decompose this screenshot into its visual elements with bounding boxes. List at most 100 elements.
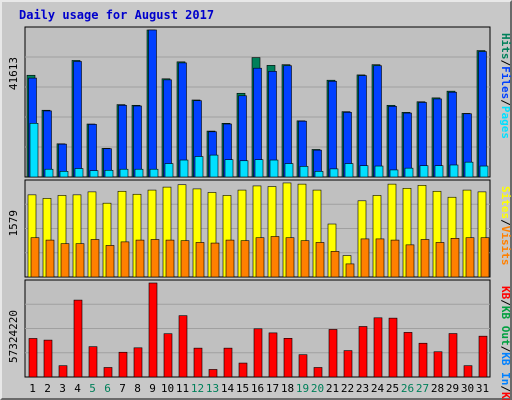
files-bar: [148, 29, 157, 178]
sites-bar: [90, 239, 100, 278]
sites-bar: [105, 245, 115, 278]
legend-item: Hits: [499, 33, 512, 60]
legend-item: KB F: [499, 392, 512, 400]
legend-item: /: [499, 385, 512, 392]
x-tick-label: 25: [386, 382, 399, 395]
sites-bar: [465, 237, 475, 278]
kb-bar: [328, 329, 338, 378]
files-bar: [388, 106, 397, 178]
x-tick-label: 19: [296, 382, 309, 395]
sites-bar: [30, 237, 40, 278]
sites-bar: [120, 241, 130, 278]
sites-bar: [240, 240, 250, 278]
pages-bar: [74, 168, 84, 178]
pages-bar: [329, 168, 339, 178]
x-tick-label: 7: [119, 382, 126, 395]
y-max-label: 1579: [7, 210, 20, 237]
legend-item: Pages: [499, 106, 512, 139]
legend-item: /: [499, 346, 512, 353]
kb-bar: [178, 315, 188, 378]
kb-bar: [103, 367, 113, 378]
x-tick-label: 20: [311, 382, 324, 395]
kb-bar: [463, 365, 473, 378]
kb-bar: [388, 317, 398, 378]
x-tick-label: 22: [341, 382, 354, 395]
pages-bar: [449, 164, 459, 178]
kb-bar: [253, 328, 263, 378]
pages-bar: [119, 168, 129, 178]
x-tick-label: 23: [356, 382, 369, 395]
x-tick-label: 6: [104, 382, 111, 395]
x-tick-label: 31: [476, 382, 489, 395]
x-tick-label: 11: [176, 382, 189, 395]
sites-bar: [390, 239, 400, 278]
pages-bar: [194, 156, 204, 178]
legend: KB/KB Out/KB In/KB F: [499, 286, 512, 400]
sites-bar: [405, 244, 415, 278]
files-bar: [43, 110, 52, 178]
sites-bar: [360, 238, 370, 278]
pages-bar: [254, 159, 264, 178]
panel-visits-sites: 1579 Sites/Visits: [7, 179, 512, 278]
legend-item: /: [499, 60, 512, 67]
files-bar: [478, 51, 487, 178]
sites-bar: [45, 239, 55, 278]
legend-item: /: [499, 99, 512, 106]
pages-bar: [299, 166, 309, 178]
kb-bar: [148, 282, 158, 378]
sites-bar: [480, 237, 490, 278]
pages-bar: [479, 165, 489, 178]
sites-bar: [450, 238, 460, 278]
kb-bar: [478, 335, 488, 378]
sites-bar: [210, 242, 220, 278]
x-tick-label: 9: [149, 382, 156, 395]
kb-bar: [343, 350, 353, 378]
x-tick-label: 13: [206, 382, 219, 395]
x-tick-label: 2: [44, 382, 51, 395]
pages-bar: [89, 170, 99, 178]
legend-item: KB In: [499, 352, 512, 385]
pages-bar: [29, 123, 39, 178]
legend-item: /: [499, 299, 512, 306]
sites-bar: [180, 240, 190, 278]
files-bar: [133, 105, 142, 178]
pages-bar: [374, 165, 384, 178]
kb-bar: [133, 347, 143, 378]
kb-bar: [358, 326, 368, 378]
x-tick-label: 1: [29, 382, 36, 395]
legend: Sites/Visits: [499, 186, 512, 266]
x-tick-label: 27: [416, 382, 429, 395]
files-bar: [328, 80, 337, 178]
y-max-label: 41613: [7, 57, 20, 90]
chart-title: Daily usage for August 2017: [19, 8, 214, 22]
x-tick-label: 10: [161, 382, 174, 395]
x-tick-label: 12: [191, 382, 204, 395]
legend-item: KB Out: [499, 306, 512, 346]
sites-bar: [150, 239, 160, 278]
sites-bar: [135, 239, 145, 278]
kb-bar: [118, 351, 128, 378]
x-tick-label: 15: [236, 382, 249, 395]
x-tick-label: 5: [89, 382, 96, 395]
x-tick-label: 26: [401, 382, 414, 395]
pages-bar: [464, 161, 474, 178]
pages-bar: [239, 160, 249, 178]
pages-bar: [314, 171, 324, 178]
kb-bar: [403, 332, 413, 378]
files-bar: [73, 61, 82, 178]
kb-bar: [268, 332, 278, 378]
x-tick-label: 21: [326, 382, 339, 395]
sites-bar: [420, 239, 430, 278]
legend-item: KB: [499, 286, 512, 300]
sites-bar: [60, 243, 70, 278]
kb-bar: [283, 338, 293, 378]
pages-bar: [344, 163, 354, 178]
files-bar: [118, 104, 127, 178]
pages-bar: [404, 167, 414, 178]
files-bar: [283, 65, 292, 178]
sites-bar: [300, 240, 310, 278]
legend-item: Files: [499, 66, 512, 99]
y-max-label: 57324220: [7, 310, 20, 363]
